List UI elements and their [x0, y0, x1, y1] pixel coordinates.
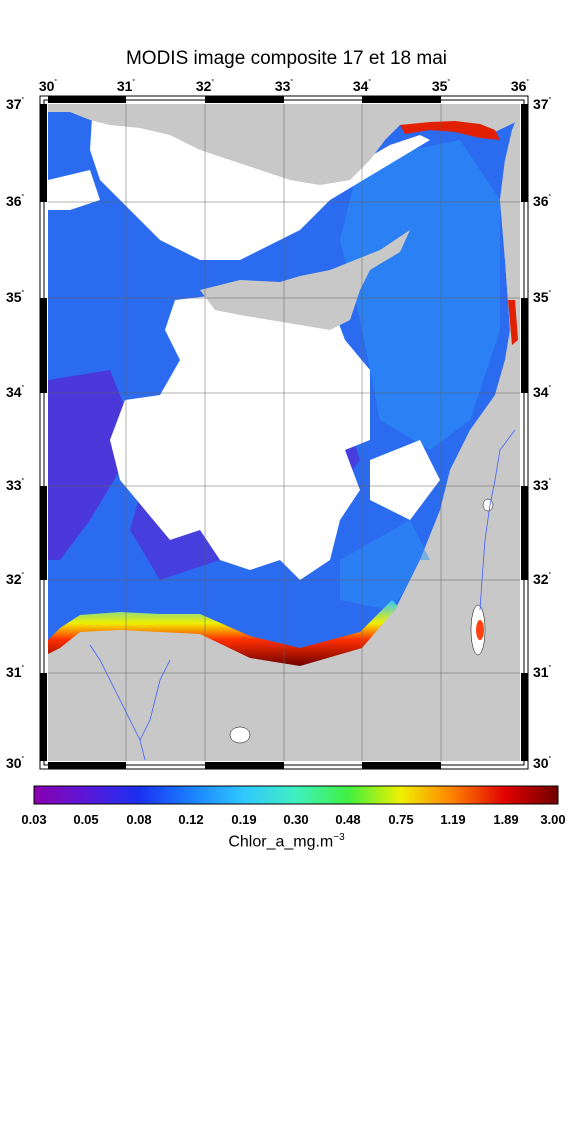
cloud-cover: [110, 290, 370, 580]
egypt-coast: [48, 560, 430, 761]
lat-label: 32˚: [6, 571, 25, 587]
nile-delta-bloom: [48, 600, 398, 666]
levant-coast-bloom: [508, 300, 518, 345]
lat-label: 31˚: [533, 664, 552, 680]
lat-label: 35˚: [6, 289, 25, 305]
colorbar-tick-label: 0.08: [126, 812, 152, 827]
colorbar-title: Chlor_a_mg.m−3: [228, 832, 345, 851]
lat-label: 35˚: [533, 289, 552, 305]
colorbar-tick-label: 0.19: [231, 812, 257, 827]
levant-coast: [430, 110, 520, 761]
colorbar-tick-label: 3.00: [540, 812, 566, 827]
turkey-coast-bloom: [400, 121, 500, 140]
lon-label: 34˚: [352, 78, 372, 94]
lon-label: 31˚: [116, 78, 136, 94]
dead-sea-bloom: [476, 620, 484, 640]
colorbar-tick-label: 0.75: [388, 812, 414, 827]
frame-ticks: [39, 95, 529, 770]
lat-label: 34˚: [533, 384, 552, 400]
colorbar-tick-label: 1.19: [440, 812, 466, 827]
lat-label: 33˚: [533, 477, 552, 493]
cyprus-island: [200, 230, 410, 330]
lon-label: 32˚: [195, 78, 215, 94]
colorbar: [33, 785, 559, 805]
colorbar-tick-label: 0.03: [21, 812, 47, 827]
colorbar-tick-label: 0.30: [283, 812, 309, 827]
colorbar-tick-label: 0.05: [73, 812, 99, 827]
colorbar-tick-label: 1.89: [493, 812, 519, 827]
lat-label: 32˚: [533, 571, 552, 587]
lat-label: 36˚: [533, 193, 552, 209]
lat-label: 31˚: [6, 664, 25, 680]
lake-bardawil: [229, 726, 251, 744]
lon-label: 36˚: [510, 78, 530, 94]
colorbar-tick-label: 0.48: [335, 812, 361, 827]
lon-label: 35˚: [431, 78, 451, 94]
colorbar-tick-label: 0.12: [178, 812, 204, 827]
lat-label: 30˚: [533, 755, 552, 771]
nile-river: [139, 659, 171, 741]
mid-chl-patch: [340, 140, 500, 450]
low-chl-patch: [48, 370, 130, 560]
graticule: [48, 104, 520, 761]
cloud-cover: [370, 440, 440, 520]
lat-label: 37˚: [6, 96, 25, 112]
lon-label: 33˚: [274, 78, 294, 94]
sea-of-galilee: [482, 498, 494, 512]
lon-label: 30˚: [38, 78, 58, 94]
lat-label: 33˚: [6, 477, 25, 493]
lat-label: 34˚: [6, 384, 25, 400]
lat-label: 30˚: [6, 755, 25, 771]
lat-label: 36˚: [6, 193, 25, 209]
map-title: MODIS image composite 17 et 18 mai: [125, 48, 448, 69]
lat-label: 37˚: [533, 96, 552, 112]
cloud-cover: [90, 112, 430, 260]
cloud-cover: [48, 170, 100, 210]
